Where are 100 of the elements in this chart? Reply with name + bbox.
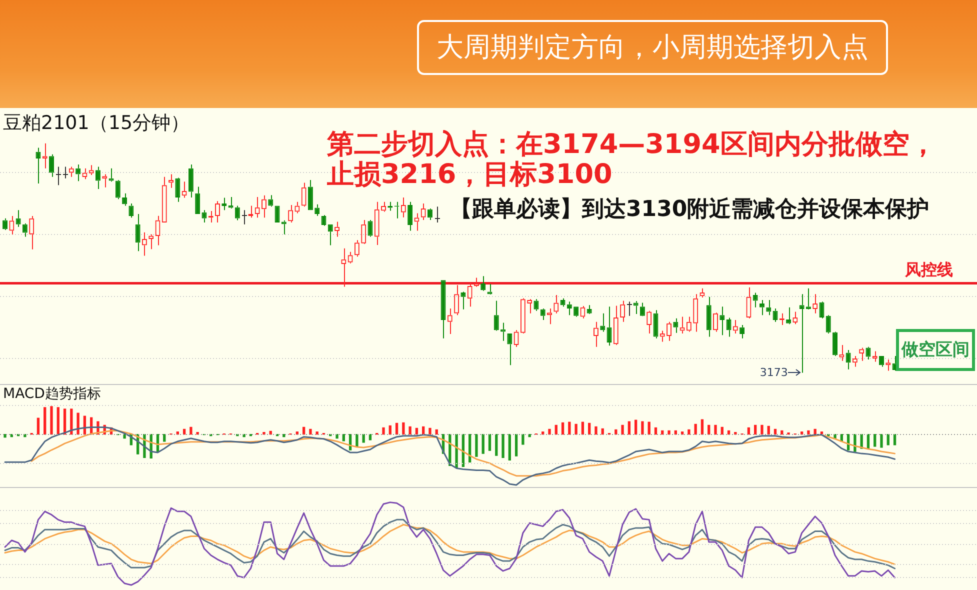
bar	[70, 408, 73, 435]
bar	[787, 432, 790, 435]
candlestick	[560, 298, 566, 308]
candlestick	[879, 356, 884, 368]
bar	[502, 434, 504, 458]
bar	[514, 434, 518, 456]
candlestick	[314, 204, 320, 216]
candlestick	[242, 210, 248, 225]
bar	[242, 434, 246, 438]
candlestick	[49, 154, 54, 178]
candlestick	[228, 196, 234, 208]
bar	[475, 434, 478, 457]
candlestick	[633, 300, 638, 315]
bar	[408, 426, 412, 435]
candlestick	[846, 350, 851, 370]
candlestick	[62, 166, 68, 179]
bar	[893, 434, 896, 446]
bar	[336, 434, 338, 439]
candlestick	[408, 201, 413, 232]
candlestick	[234, 205, 240, 221]
bar	[488, 434, 492, 451]
bar	[688, 429, 690, 435]
candlestick	[507, 334, 512, 366]
candlestick	[726, 317, 732, 338]
bar	[522, 434, 524, 445]
candlestick	[222, 197, 227, 211]
bar	[428, 428, 432, 435]
annotation: 【跟单必读】到达3130附近需减仓并设保本保护	[450, 197, 930, 223]
bar	[734, 432, 737, 435]
candlestick	[600, 312, 606, 332]
bar	[807, 430, 810, 435]
ref-line-label: 风控线	[905, 260, 953, 280]
bar	[874, 434, 876, 447]
bar	[880, 434, 883, 448]
candlestick	[135, 213, 140, 252]
bar	[668, 430, 670, 435]
bar	[654, 427, 658, 435]
candlestick	[720, 306, 725, 336]
bar	[714, 424, 717, 435]
bar	[36, 418, 40, 435]
bar	[548, 428, 551, 435]
bar	[561, 422, 564, 435]
bar	[495, 434, 498, 456]
bar	[402, 422, 405, 435]
bar	[309, 428, 312, 435]
bar	[4, 434, 6, 438]
candlestick	[434, 206, 440, 223]
candlestick	[22, 222, 28, 238]
candlestick	[460, 292, 466, 310]
bar	[886, 434, 890, 446]
annotation: 第二步切入点：在3174—3194区间内分批做空，	[327, 129, 936, 160]
candlestick	[606, 306, 612, 346]
bar	[581, 422, 584, 435]
candlestick	[480, 276, 486, 290]
candlestick	[759, 300, 764, 316]
candlestick	[799, 294, 804, 374]
chart-title: MACD趋势指标	[3, 386, 101, 403]
bar	[747, 427, 750, 435]
candlestick	[308, 180, 313, 210]
candlestick	[566, 301, 572, 316]
candlestick	[772, 308, 778, 322]
chart-subtitle: 大周期判定方向，小周期选择切入点	[417, 20, 888, 75]
candlestick	[95, 166, 100, 190]
bar	[568, 422, 571, 435]
candlestick	[440, 280, 446, 339]
bar	[621, 424, 624, 435]
bar	[24, 434, 26, 438]
bar	[634, 420, 638, 435]
bar	[56, 407, 60, 435]
candlestick	[673, 318, 678, 334]
bar	[455, 434, 458, 468]
bar	[588, 422, 591, 435]
candlestick	[268, 194, 274, 208]
candlestick	[752, 292, 758, 308]
bar	[508, 434, 511, 460]
candlestick	[175, 178, 180, 202]
bar	[700, 419, 704, 435]
candlestick	[494, 300, 499, 330]
candlestick	[188, 164, 194, 198]
chart-title: 豆粕2101（15分钟）	[3, 112, 190, 134]
candlestick	[16, 210, 21, 228]
candlestick	[328, 224, 333, 246]
candlestick	[115, 180, 120, 200]
bar	[694, 424, 697, 435]
bar	[641, 421, 644, 435]
candlestick	[56, 166, 62, 186]
candlestick	[534, 298, 539, 312]
bar	[76, 412, 80, 435]
annotation: 3173	[760, 366, 788, 379]
candlestick	[706, 296, 712, 338]
bar	[190, 426, 192, 435]
candlestick	[540, 308, 546, 320]
bar	[44, 407, 46, 435]
candlestick	[2, 218, 8, 231]
annotation: 止损3216，目标3100	[327, 159, 612, 190]
candlestick	[626, 301, 632, 316]
bar	[574, 424, 578, 435]
candlestick	[866, 346, 871, 360]
candlestick	[36, 147, 41, 184]
candlestick	[195, 186, 200, 214]
